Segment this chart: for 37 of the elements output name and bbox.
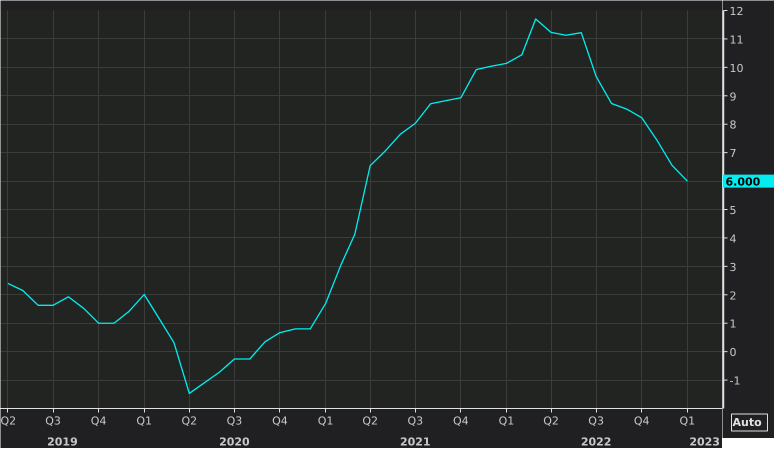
y-tick-label: 5 xyxy=(730,204,736,217)
y-tick-label: -1 xyxy=(730,374,740,388)
x2-tick-label: 2023 xyxy=(689,436,720,448)
x-tick-label: Q2 xyxy=(0,414,16,428)
y-tick-label: 12 xyxy=(730,5,744,18)
y-tick-label: 9 xyxy=(730,90,736,104)
x-tick-label: Q2 xyxy=(362,414,378,428)
x-tick-label: Q4 xyxy=(272,414,288,428)
y-tick-label: 3 xyxy=(730,260,736,274)
x-tick-label: Q1 xyxy=(136,414,152,428)
y-tick-label: 7 xyxy=(730,147,736,160)
x2-tick-label: 2019 xyxy=(47,436,78,448)
x-tick-label: Q4 xyxy=(90,414,106,428)
y-tick-label: 10 xyxy=(730,62,744,75)
x-tick-label: Q4 xyxy=(453,414,469,428)
y-tick-label: 2 xyxy=(730,289,736,302)
x-tick-label: Q1 xyxy=(498,414,514,428)
x2-tick-label: 2020 xyxy=(219,436,250,448)
y-tick-label: 0 xyxy=(730,346,736,360)
x2-tick-label: 2021 xyxy=(400,436,431,448)
y-tick-label: 1 xyxy=(730,318,736,331)
y-tick-label: 4 xyxy=(730,232,736,246)
text: Auto xyxy=(732,416,762,429)
x-tick-label: Q2 xyxy=(181,414,198,428)
line-series xyxy=(7,18,688,394)
x-tick-label: Q4 xyxy=(634,414,650,428)
x-tick-label: Q2 xyxy=(543,414,559,428)
x-tick-label: Q3 xyxy=(45,414,61,428)
x-tick-label: Q1 xyxy=(318,414,334,428)
x-tick-label: Q1 xyxy=(679,414,696,428)
x-tick-label: Q3 xyxy=(588,414,604,428)
x2-tick-label: 2022 xyxy=(580,436,612,448)
y-tick-label: 8 xyxy=(730,118,736,132)
text: 6.000 xyxy=(726,176,761,189)
x-tick-label: Q3 xyxy=(407,414,424,428)
x-tick-label: Q3 xyxy=(226,414,242,428)
y-tick-label: 11 xyxy=(730,33,744,46)
